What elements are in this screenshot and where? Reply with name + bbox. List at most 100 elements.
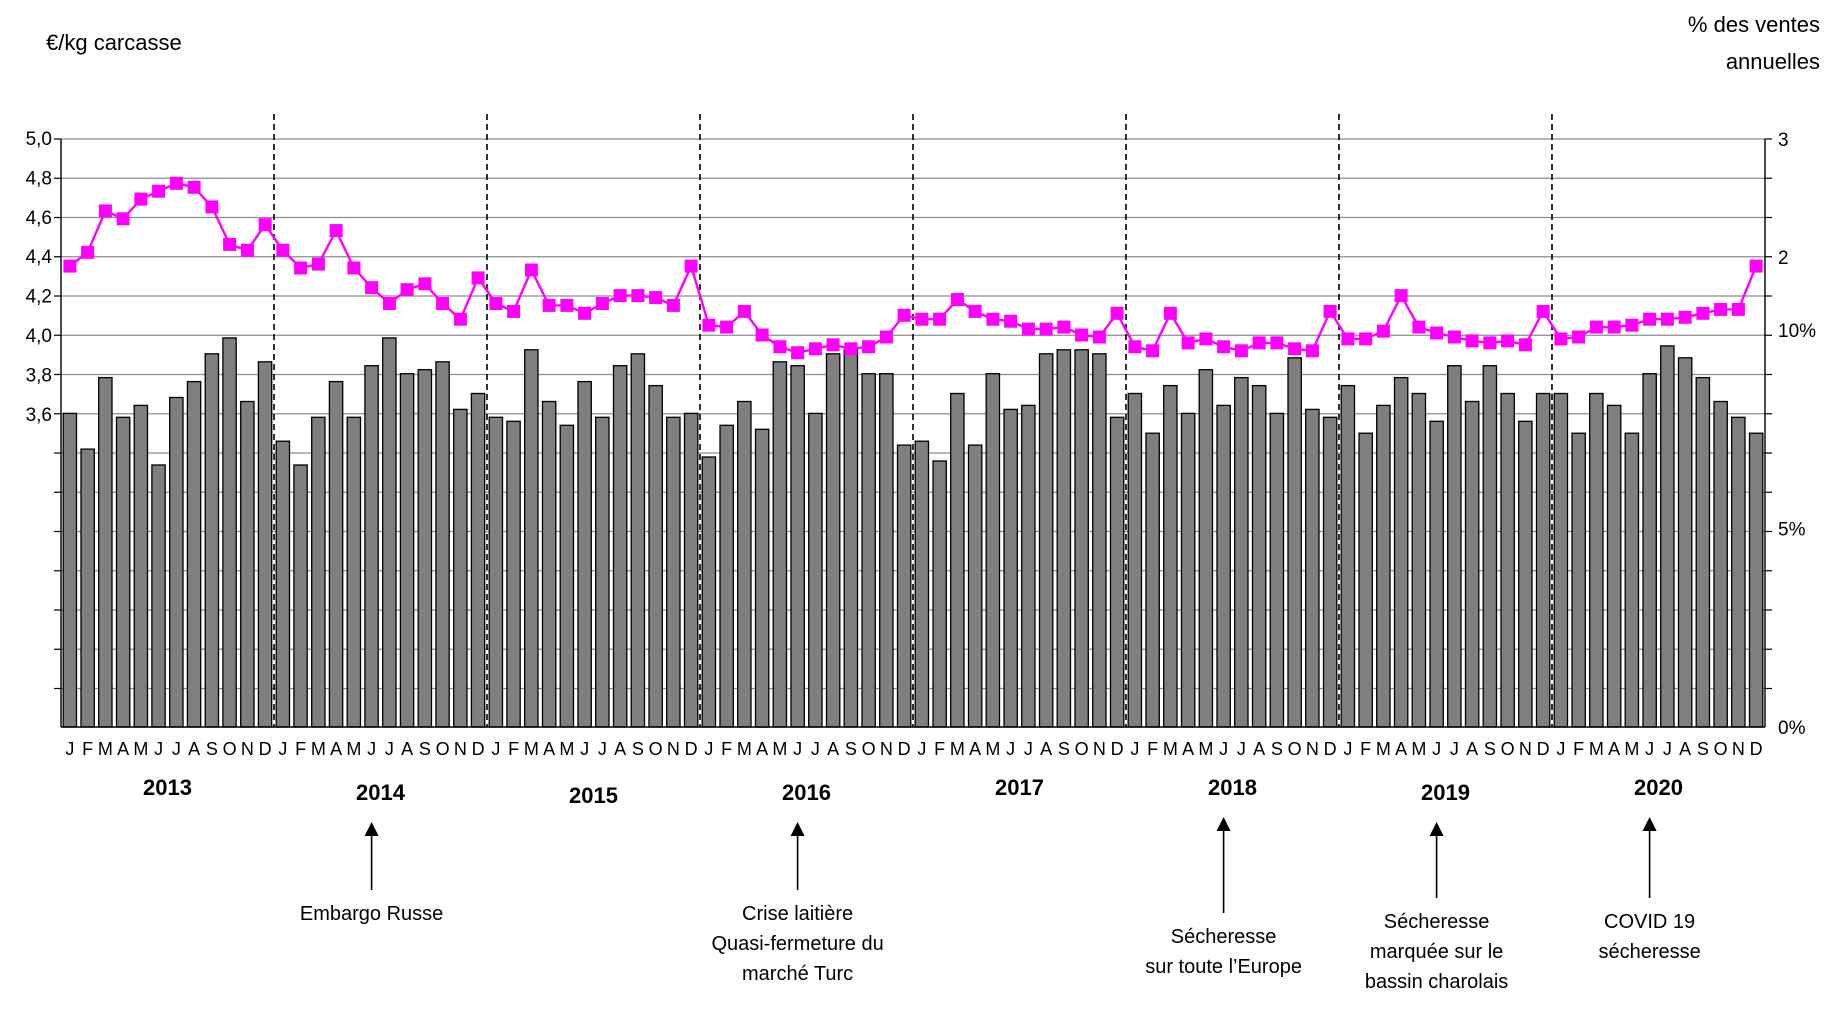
sales-bar [1731, 416, 1746, 728]
month-label: D [1537, 739, 1550, 759]
price-point [950, 293, 964, 306]
price-point [347, 261, 361, 275]
month-label: J [580, 739, 589, 759]
left-tick-label: 3,6 [26, 405, 52, 426]
month-label: F [934, 739, 945, 759]
price-point [365, 281, 379, 295]
price-point [1305, 344, 1319, 358]
price-point [1625, 318, 1639, 332]
month-label: M [559, 739, 574, 759]
month-label: M [133, 739, 148, 759]
annotation-text: Quasi-fermeture du [711, 933, 883, 955]
price-point [223, 237, 237, 251]
sales-bar [843, 349, 859, 728]
month-label: J [172, 739, 181, 759]
sales-bar [328, 380, 344, 728]
annotation-text: COVID 19 [1604, 911, 1695, 933]
price-point [560, 298, 574, 312]
sales-bar [541, 400, 557, 728]
sales-bar [257, 361, 273, 728]
price-point [1217, 340, 1231, 354]
sales-bar [701, 456, 717, 728]
price-point [294, 261, 308, 275]
month-label: O [649, 739, 663, 759]
sales-bar [346, 416, 362, 728]
price-point [1696, 306, 1710, 320]
month-label: N [454, 739, 467, 759]
sales-bar [1251, 384, 1267, 728]
annotation-arrow-head [1429, 822, 1444, 836]
sales-bar [1038, 353, 1054, 728]
price-point [1430, 326, 1444, 340]
sales-bar [577, 380, 592, 728]
month-label: O [1714, 739, 1728, 759]
year-label: 2016 [782, 780, 831, 805]
right-axis-label-line2: annuelles [1726, 49, 1820, 74]
month-label: A [1182, 739, 1194, 759]
sales-bar [1163, 384, 1178, 728]
price-point [613, 289, 627, 303]
month-label: M [1163, 739, 1178, 759]
sales-bar [1677, 357, 1693, 728]
price-point [1163, 306, 1177, 320]
month-label: S [632, 739, 644, 759]
price-point [1004, 314, 1018, 328]
sales-bar [1322, 416, 1338, 728]
price-point [1376, 324, 1390, 338]
sales-bar [1429, 420, 1444, 728]
month-label: M [311, 739, 326, 759]
sales-bar [1340, 384, 1356, 728]
sales-bar [506, 420, 521, 728]
price-point [152, 184, 166, 198]
sales-bar [1305, 408, 1320, 728]
price-point [1021, 322, 1035, 336]
annotation-arrow-head [1216, 817, 1231, 831]
price-point [1572, 330, 1586, 344]
price-point [63, 259, 77, 273]
annotation-text: Crise laitière [742, 903, 853, 925]
price-point [1394, 289, 1408, 303]
sales-bar [1145, 432, 1160, 728]
price-point [595, 297, 609, 310]
price-point [1128, 340, 1142, 354]
price-point [773, 340, 787, 354]
sales-bar [1500, 392, 1515, 728]
sales-bar [772, 361, 788, 728]
sales-bar [719, 424, 734, 728]
month-label: D [685, 739, 698, 759]
month-label: D [1324, 739, 1337, 759]
right-partial-tick-label: 2 [1778, 248, 1789, 269]
year-label: 2017 [995, 775, 1044, 800]
sales-bar [1021, 404, 1036, 728]
month-label: J [1645, 739, 1654, 759]
sales-bar [470, 392, 486, 728]
sales-bar [1695, 376, 1711, 728]
month-label: A [1679, 739, 1691, 759]
sales-bar [1660, 345, 1675, 728]
month-label: S [1697, 739, 1709, 759]
month-label: M [1411, 739, 1426, 759]
price-point [1678, 310, 1692, 324]
year-label: 2020 [1634, 775, 1683, 800]
sales-bar [1127, 392, 1143, 728]
month-label: J [385, 739, 394, 759]
annotation-text: marché Turc [742, 963, 853, 985]
sales-bar [666, 416, 681, 728]
price-point [205, 200, 219, 214]
price-point [1607, 320, 1621, 334]
month-label: M [1624, 739, 1639, 759]
month-label: O [436, 739, 450, 759]
month-label: S [845, 739, 857, 759]
right-axis-label-line1: % des ventes [1688, 12, 1820, 37]
sales-bar [1571, 432, 1586, 728]
month-label: F [1147, 739, 1158, 759]
price-point [986, 312, 1000, 326]
month-label: A [827, 739, 839, 759]
sales-bar [1376, 404, 1391, 728]
month-label: F [721, 739, 732, 759]
sales-bar [1482, 365, 1498, 728]
price-point [702, 318, 716, 332]
sales-bar [861, 373, 876, 728]
price-point [1483, 336, 1497, 350]
